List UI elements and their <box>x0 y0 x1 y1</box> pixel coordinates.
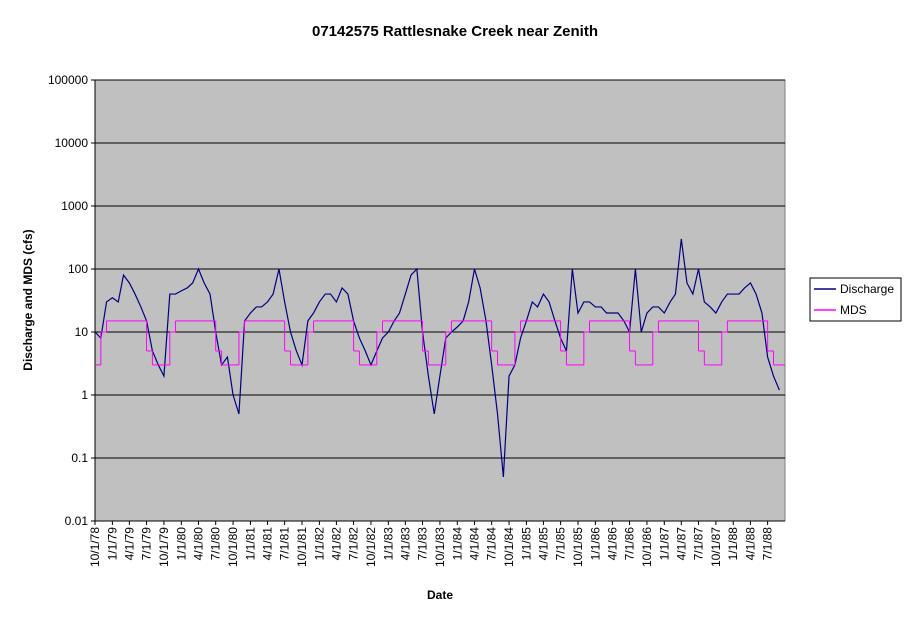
x-tick-label: 1/1/87 <box>657 527 671 561</box>
x-tick-label: 4/1/85 <box>536 527 550 561</box>
legend-label: MDS <box>840 303 867 317</box>
x-tick-label: 10/1/79 <box>157 527 171 567</box>
plot-area <box>94 79 786 522</box>
x-tick-label: 4/1/84 <box>467 527 481 561</box>
x-tick-label: 7/1/81 <box>278 527 292 561</box>
x-tick-label: 10/1/84 <box>502 527 516 567</box>
x-tick-label: 7/1/82 <box>347 527 361 561</box>
data-line <box>94 238 780 478</box>
x-tick-label: 1/1/82 <box>312 527 326 561</box>
x-tick-label: 4/1/83 <box>398 527 412 561</box>
x-tick-label: 4/1/81 <box>260 527 274 561</box>
x-tick-label: 4/1/88 <box>743 527 757 561</box>
x-tick-label: 7/1/86 <box>623 527 637 561</box>
x-tick-label: 10/1/87 <box>709 527 723 567</box>
x-axis-label: Date <box>427 588 453 602</box>
y-tick-label: 1 <box>81 388 88 402</box>
x-tick-label: 7/1/88 <box>761 527 775 561</box>
x-tick-label: 7/1/84 <box>485 527 499 561</box>
x-tick-label: 4/1/87 <box>674 527 688 561</box>
x-tick-label: 10/1/80 <box>226 527 240 567</box>
y-tick-label: 10000 <box>55 136 89 150</box>
x-tick-label: 7/1/79 <box>140 527 154 561</box>
x-tick-label: 1/1/88 <box>726 527 740 561</box>
x-tick-label: 4/1/79 <box>122 527 136 561</box>
x-tick-label: 10/1/78 <box>88 527 102 567</box>
x-tick-label: 10/1/81 <box>295 527 309 567</box>
x-tick-label: 10/1/83 <box>433 527 447 567</box>
y-tick-label: 100 <box>68 262 88 276</box>
x-tick-label: 7/1/87 <box>691 527 705 561</box>
y-tick-label: 1000 <box>61 199 88 213</box>
x-tick-label: 1/1/83 <box>381 527 395 561</box>
legend-box <box>809 277 902 322</box>
legend-label: Discharge <box>840 282 894 296</box>
x-tick-label: 7/1/80 <box>209 527 223 561</box>
x-tick-label: 1/1/80 <box>174 527 188 561</box>
x-tick-label: 4/1/80 <box>192 527 206 561</box>
x-tick-label: 1/1/84 <box>450 527 464 561</box>
y-tick-label: 0.01 <box>65 514 89 528</box>
chart-title: 07142575 Rattlesnake Creek near Zenith <box>312 23 598 40</box>
x-tick-label: 7/1/83 <box>416 527 430 561</box>
x-tick-label: 1/1/85 <box>519 527 533 561</box>
y-tick-label: 0.1 <box>71 451 88 465</box>
x-tick-label: 10/1/86 <box>640 527 654 567</box>
y-tick-label: 100000 <box>48 73 88 87</box>
x-tick-label: 7/1/85 <box>554 527 568 561</box>
x-tick-label: 4/1/86 <box>605 527 619 561</box>
y-tick-label: 10 <box>75 325 89 339</box>
x-tick-label: 1/1/86 <box>588 527 602 561</box>
x-tick-label: 1/1/81 <box>243 527 257 561</box>
y-axis-label: Discharge and MDS (cfs) <box>21 229 35 370</box>
x-tick-label: 10/1/85 <box>571 527 585 567</box>
x-tick-label: 10/1/82 <box>364 527 378 567</box>
x-tick-label: 4/1/82 <box>329 527 343 561</box>
x-tick-label: 1/1/79 <box>105 527 119 561</box>
